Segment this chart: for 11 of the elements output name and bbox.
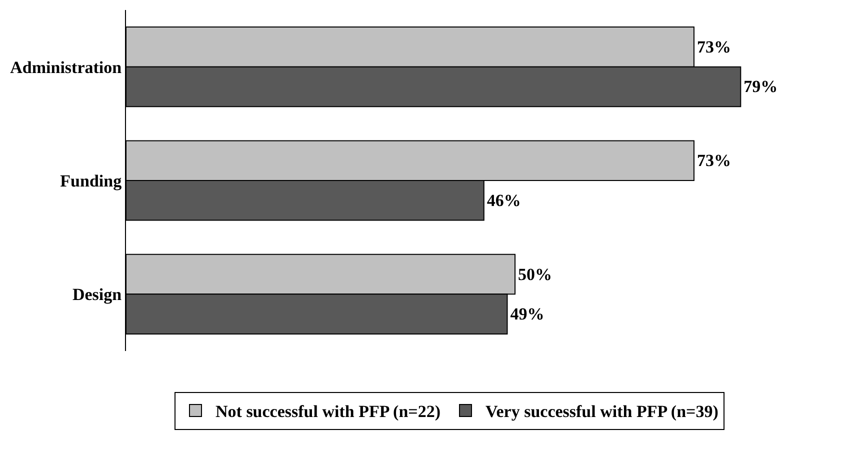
- data-label: 73%: [696, 151, 731, 170]
- data-label: 50%: [518, 264, 552, 284]
- data-label: 49%: [510, 304, 544, 324]
- y-tick-label: Funding: [60, 171, 122, 190]
- y-tick-label: Administration: [10, 58, 122, 77]
- y-tick-label: Design: [72, 285, 122, 304]
- data-label: 79%: [744, 77, 778, 96]
- legend-label: Very successful with PFP (n=39): [486, 402, 718, 422]
- legend-label: Not successful with PFP (n=22): [216, 402, 441, 422]
- data-label: 46%: [486, 190, 521, 210]
- data-label: 73%: [696, 37, 731, 56]
